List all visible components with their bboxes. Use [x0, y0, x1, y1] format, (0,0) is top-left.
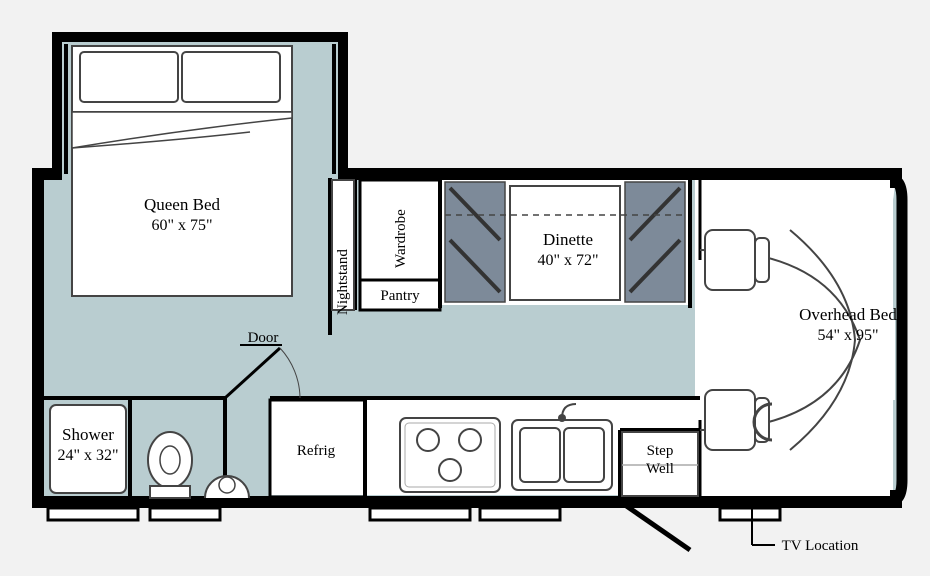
nightstand-label: Nightstand: [335, 249, 351, 315]
svg-text:Queen Bed: Queen Bed: [144, 195, 221, 214]
svg-text:60" x 75": 60" x 75": [151, 217, 212, 234]
stepwell-label-2: Well: [646, 461, 674, 477]
svg-text:40" x 72": 40" x 72": [537, 252, 598, 269]
queen-bed-label: Queen Bed: [144, 195, 221, 214]
stepwell-label-1: Step: [647, 443, 674, 459]
wardrobe-label: Wardrobe: [393, 209, 409, 268]
svg-text:Shower: Shower: [62, 425, 114, 444]
queen-bed-dim: 60" x 75": [151, 217, 212, 234]
overhead-bed-dim: 54" x 95": [817, 327, 878, 344]
svg-text:Step: Step: [647, 443, 674, 459]
stove: [400, 418, 500, 492]
door-label: Door: [248, 330, 279, 346]
shower-label: Shower: [62, 425, 114, 444]
toilet-fixture: [148, 432, 192, 498]
overhead-bed-label: Overhead Bed: [799, 305, 897, 324]
svg-text:Dinette: Dinette: [543, 230, 593, 249]
dinette-dim: 40" x 72": [537, 252, 598, 269]
svg-text:Overhead Bed: Overhead Bed: [799, 305, 897, 324]
pantry-label: Pantry: [380, 288, 420, 304]
queen-bed: [72, 46, 292, 296]
tv-label: TV Location: [782, 538, 859, 554]
svg-text:54" x 95": 54" x 95": [817, 327, 878, 344]
svg-text:24" x 32": 24" x 32": [57, 447, 118, 464]
shower-dim: 24" x 32": [57, 447, 118, 464]
svg-text:Well: Well: [646, 461, 674, 477]
dinette-label: Dinette: [543, 230, 593, 249]
refrig-label: Refrig: [297, 443, 336, 459]
